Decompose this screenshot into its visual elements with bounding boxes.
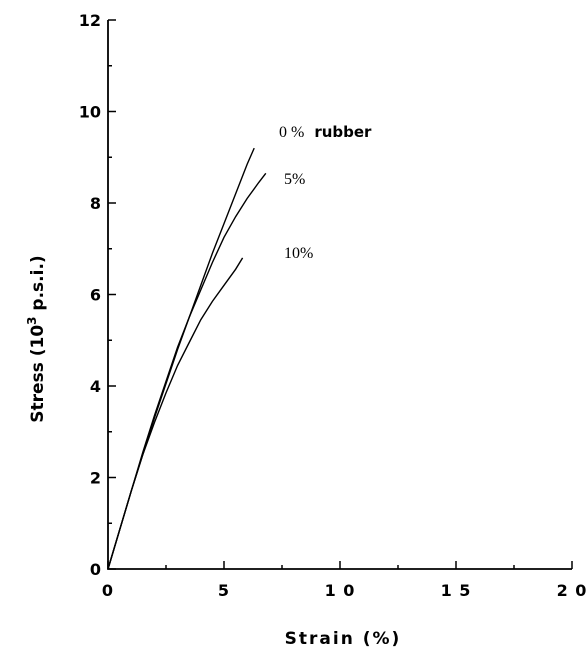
- y-axis-title: Stress (103 p.s.i.): [25, 255, 48, 422]
- x-tick-label: 1 5: [441, 581, 472, 600]
- y-tick-label: 2: [90, 469, 101, 488]
- series-label-0-percent: 0 %: [279, 124, 304, 141]
- x-axis-title: Strain (%): [285, 629, 402, 649]
- y-tick-label: 10: [79, 103, 101, 122]
- series-label-0-rubber: 0 % rubber: [279, 123, 372, 141]
- x-tick-label: 0: [102, 581, 114, 600]
- series-5-percent-line: [107, 172, 267, 570]
- series-labels: 0 % rubber 5% 10%: [279, 123, 372, 262]
- series-10-percent-line: [107, 257, 244, 570]
- series-label-5-percent: 5%: [284, 171, 305, 188]
- y-axis-title-unit: p.s.i.): [28, 255, 48, 316]
- series-label-rubber: rubber: [314, 123, 372, 141]
- y-axis-title-main: Stress (10: [28, 325, 48, 423]
- y-tick-label: 0: [90, 560, 101, 579]
- x-tick-label: 1 0: [325, 581, 356, 600]
- series-label-10-percent: 10%: [284, 245, 313, 262]
- y-tick-label: 4: [90, 377, 101, 396]
- y-tick-label: 6: [90, 286, 101, 305]
- y-tick-label: 12: [79, 11, 101, 30]
- x-tick-label: 2 0: [557, 581, 587, 600]
- curves: [107, 147, 267, 570]
- axes: [107, 20, 572, 570]
- x-tick-label: 5: [218, 581, 230, 600]
- y-axis-title-superscript: 3: [25, 316, 39, 324]
- y-tick-label: 8: [90, 194, 101, 213]
- axis-lines: [107, 20, 572, 570]
